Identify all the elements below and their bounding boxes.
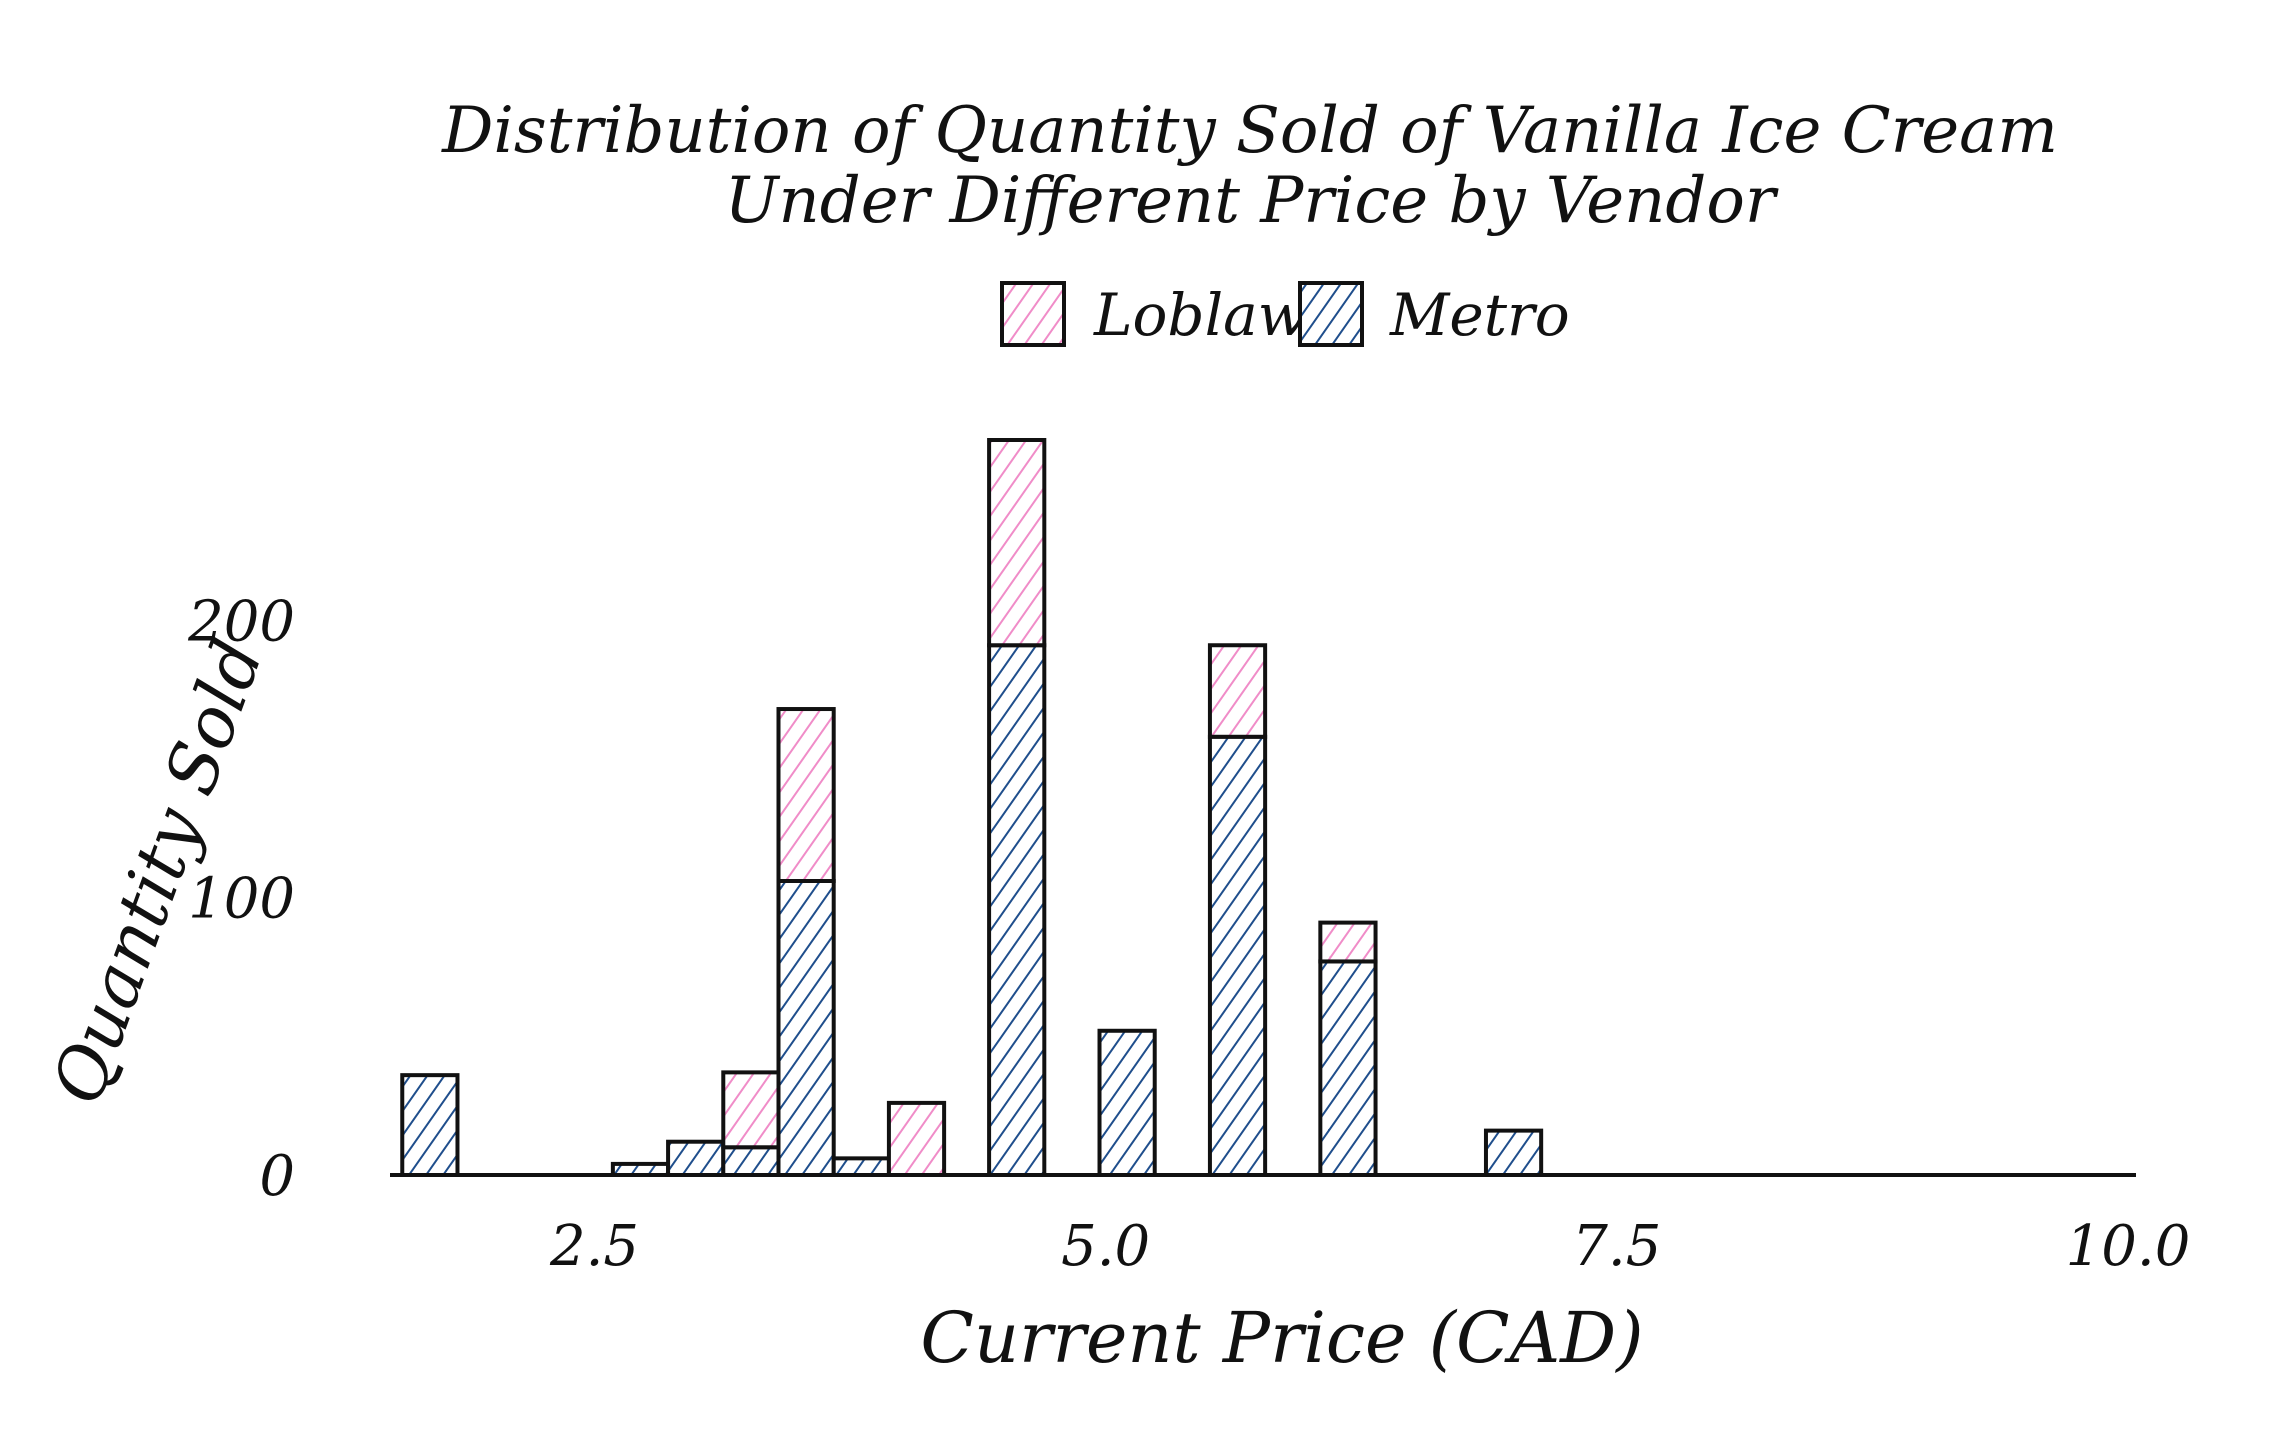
bar-loblaws-1 <box>776 707 836 883</box>
bar-metro-2 <box>666 1139 726 1178</box>
x-tick-label-1: 5.0 <box>1061 1214 1150 1279</box>
x-tick-label-2: 7.5 <box>1572 1214 1661 1279</box>
bar-metro-4 <box>776 879 836 1177</box>
bar-metro-0 <box>400 1073 460 1178</box>
bar-metro-8 <box>1207 734 1268 1177</box>
legend-swatch-loblaws <box>1000 281 1066 347</box>
y-tick-label-0: 0 <box>259 1144 295 1209</box>
bar-metro-3 <box>721 1145 781 1178</box>
x-tick-labels: 2.5 5.0 7.5 10.0 <box>549 1214 2190 1279</box>
bar-metro-10 <box>1483 1128 1544 1178</box>
bar-loblaws-3 <box>987 438 1047 648</box>
chart-title-line-1: Distribution of Quantity Sold of Vanilla… <box>441 94 2058 168</box>
legend-label-metro: Metro <box>1389 281 1570 349</box>
y-tick-label-1: 100 <box>188 867 295 932</box>
bars-group <box>400 438 1544 1178</box>
bar-metro-7 <box>1097 1028 1157 1177</box>
y-tick-label-2: 200 <box>187 589 295 654</box>
bar-loblaws-2 <box>886 1100 947 1178</box>
legend-swatch-metro <box>1298 281 1364 347</box>
bar-metro-6 <box>987 643 1047 1177</box>
x-tick-label-0: 2.5 <box>549 1214 639 1279</box>
bar-metro-5 <box>831 1156 891 1178</box>
bar-metro-9 <box>1318 959 1378 1177</box>
bar-loblaws-5 <box>1318 920 1378 964</box>
x-tick-label-3: 10.0 <box>2066 1214 2191 1279</box>
legend-label-loblaws: Loblaws <box>1093 281 1337 349</box>
y-tick-labels: 0 100 200 <box>187 589 295 1209</box>
chart-title-line-2: Under Different Price by Vendor <box>725 164 1779 238</box>
legend: Loblaws Metro <box>1000 281 1570 349</box>
bar-loblaws-0 <box>721 1070 781 1150</box>
bar-loblaws-4 <box>1207 643 1268 739</box>
x-axis-label: Current Price (CAD) <box>920 1297 1643 1379</box>
